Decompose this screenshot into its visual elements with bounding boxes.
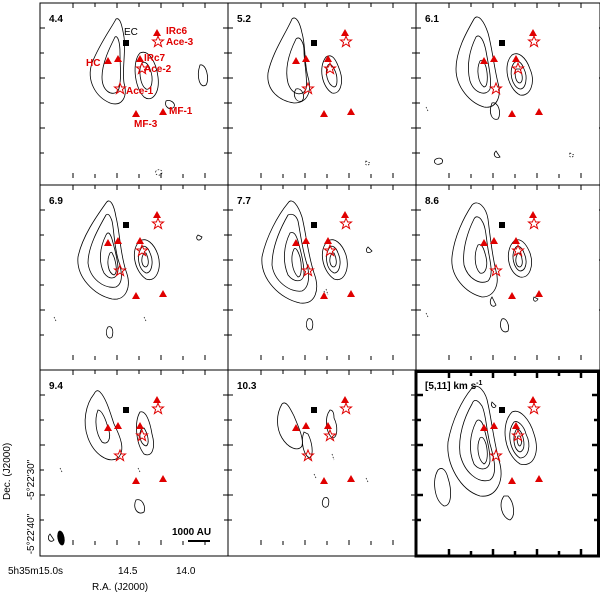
- emission-contours: [53, 200, 203, 339]
- channel-panel-7: 9.4 1000 AU: [39, 369, 229, 557]
- channel-panel-8: 10.3: [227, 369, 417, 557]
- label-mf3: MF-3: [134, 119, 158, 130]
- source-markers: [103, 395, 168, 485]
- label-ec: EC: [124, 27, 138, 38]
- label-ace1: Ace-1: [126, 86, 154, 97]
- velocity-label: 6.1: [425, 14, 439, 25]
- source-markers: [291, 28, 356, 118]
- integrated-range-label: [5,11] km s-1: [425, 380, 482, 392]
- y-axis-label: Dec. (J2000): [2, 443, 13, 500]
- velocity-label: 5.2: [237, 14, 251, 25]
- channel-panel-6: 8.6: [415, 184, 600, 371]
- label-irc7: IRc7: [144, 53, 166, 64]
- emission-contours: [47, 390, 154, 542]
- beam-ellipse: [57, 530, 65, 546]
- x-tick-label-2: 14.5: [118, 566, 138, 577]
- emission-contours: [434, 385, 537, 521]
- velocity-label: 4.4: [49, 14, 63, 25]
- velocity-label: 10.3: [237, 381, 257, 392]
- y-tick-label-2: -5°22'40": [26, 513, 37, 554]
- emission-contours: [261, 200, 373, 331]
- velocity-label: 8.6: [425, 196, 439, 207]
- label-hc: HC: [86, 58, 100, 69]
- channel-panel-2: 5.2: [227, 2, 417, 186]
- label-ace3: Ace-3: [166, 37, 194, 48]
- channel-panel-4: 6.9: [39, 184, 229, 371]
- channel-panel-3: 6.1: [415, 2, 600, 186]
- emission-contours: [425, 16, 575, 165]
- x-tick-label-3: 14.0: [176, 566, 196, 577]
- x-axis-label: R.A. (J2000): [92, 582, 148, 593]
- scale-bar-label: 1000 AU: [172, 527, 211, 538]
- emission-contours: [89, 18, 208, 176]
- label-mf1: MF-1: [169, 106, 193, 117]
- source-markers: [291, 395, 356, 485]
- velocity-label: 6.9: [49, 196, 63, 207]
- channel-panel-5: 7.7: [227, 184, 417, 371]
- emission-contours: [267, 17, 371, 166]
- bold-ticks: [416, 371, 599, 556]
- velocity-label: 9.4: [49, 381, 63, 392]
- label-ace2: Ace-2: [144, 64, 172, 75]
- x-tick-label-1: 5h35m15.0s: [8, 566, 63, 577]
- emission-contours: [277, 402, 369, 508]
- channel-panel-integrated: [5,11] km s-1: [414, 370, 600, 558]
- velocity-label: 7.7: [237, 196, 251, 207]
- emission-contours: [425, 202, 539, 333]
- label-irc6: IRc6: [166, 26, 188, 37]
- channel-panel-1: 4.4 EC IRc6 Ace-3 IRc7 Ace-2 HC Ace-1 MF…: [39, 2, 229, 186]
- y-tick-label-1: -5°22'30": [26, 459, 37, 500]
